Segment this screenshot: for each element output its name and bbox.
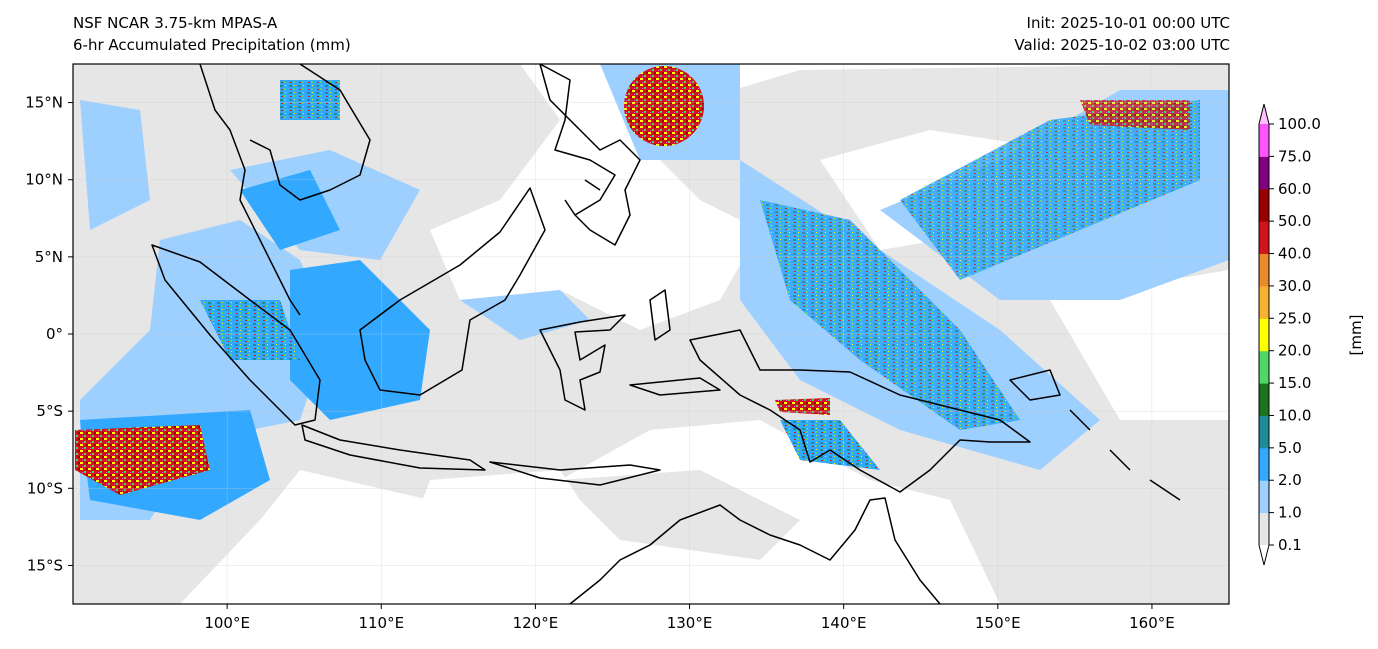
colorbar-tick-label: 30.0 <box>1278 277 1311 295</box>
coast-lesser-sunda <box>489 461 661 486</box>
title-line-1: NSF NCAR 3.75-km MPAS-A <box>73 14 278 32</box>
colorbar-under-arrow <box>1259 545 1269 565</box>
lat-tick-label: 15°N <box>25 94 63 112</box>
lat-tick-label: 10°N <box>25 171 63 189</box>
valid-time: Valid: 2025-10-02 03:00 UTC <box>1014 36 1230 54</box>
colorbar-segment <box>1259 285 1269 319</box>
coast-new-guinea <box>689 329 1031 493</box>
coast-australia <box>569 497 941 604</box>
lon-tick-label: 100°E <box>204 614 250 632</box>
lon-tick-label: 130°E <box>667 614 713 632</box>
lon-tick-label: 110°E <box>358 614 404 632</box>
lon-tick-label: 120°E <box>513 614 559 632</box>
lat-tick-label: 5°N <box>35 248 63 266</box>
colorbar-segment <box>1259 156 1269 190</box>
colorbar-tick-label: 75.0 <box>1278 147 1311 165</box>
lon-tick-label: 150°E <box>975 614 1021 632</box>
coast-java <box>301 424 486 471</box>
title-line-2: 6-hr Accumulated Precipitation (mm) <box>73 36 351 54</box>
colorbar-tick-label: 20.0 <box>1278 342 1311 360</box>
coast-philippines <box>539 64 641 246</box>
colorbar-segment <box>1259 253 1269 287</box>
coast-seram <box>629 377 721 396</box>
tropical-cyclone-cell <box>624 66 704 146</box>
coast-new-britain <box>1009 369 1061 401</box>
init-time: Init: 2025-10-01 00:00 UTC <box>1026 14 1230 32</box>
colorbar: 0.1 1.0 2.0 5.0 10.0 15.0 20.0 25.0 30.0 40.0 50.0… <box>1258 103 1321 566</box>
lat-tick-label: 5°S <box>36 402 63 420</box>
coast-borneo <box>359 187 546 396</box>
colorbar-tick-label: 40.0 <box>1278 245 1311 263</box>
colorbar-tick-label: 2.0 <box>1278 471 1302 489</box>
colorbar-segment <box>1259 221 1269 255</box>
colorbar-tick-label: 100.0 <box>1278 115 1321 133</box>
colorbar-tick-label: 5.0 <box>1278 439 1302 457</box>
colorbar-segment <box>1259 415 1269 449</box>
colorbar-segment <box>1259 188 1269 222</box>
map-area <box>73 64 1229 604</box>
colorbar-tick-label: 1.0 <box>1278 504 1302 522</box>
colorbar-tick-label: 15.0 <box>1278 374 1311 392</box>
colorbar-tick-label: 60.0 <box>1278 180 1311 198</box>
lat-tick-label: 0° <box>46 325 63 343</box>
lon-tick-label: 160°E <box>1129 614 1175 632</box>
colorbar-tick-label: 25.0 <box>1278 309 1311 327</box>
coast-sulawesi <box>539 314 626 411</box>
colorbar-over-arrow <box>1259 104 1269 124</box>
coast-taiwan-luzon-islands <box>564 179 601 216</box>
colorbar-segment <box>1259 124 1269 157</box>
convective-cells <box>75 66 1200 495</box>
colorbar-tick-label: 10.0 <box>1278 406 1311 424</box>
coast-halmahera <box>649 289 671 341</box>
lat-tick-label: 15°S <box>27 556 63 574</box>
coast-sumatra <box>151 244 321 426</box>
colorbar-segment <box>1259 350 1269 384</box>
gridlines <box>73 64 1229 604</box>
colorbar-tick-label: 50.0 <box>1278 212 1311 230</box>
lat-tick-label: 10°S <box>27 479 63 497</box>
colorbar-segment <box>1259 383 1269 416</box>
colorbar-tick-label: 0.1 <box>1278 536 1302 554</box>
coast-solomons <box>1069 409 1181 501</box>
colorbar-segment <box>1259 512 1269 546</box>
map-axes: 100°E 110°E 120°E 130°E 140°E 150°E 160°E 15°N 1… <box>25 94 1175 632</box>
colorbar-segment <box>1259 318 1269 352</box>
coastlines <box>151 64 1181 604</box>
colorbar-segment <box>1259 480 1269 514</box>
coast-indochina <box>199 64 371 316</box>
colorbar-unit-label: [mm] <box>1347 315 1365 356</box>
lon-tick-label: 140°E <box>821 614 867 632</box>
colorbar-segment <box>1259 447 1269 481</box>
